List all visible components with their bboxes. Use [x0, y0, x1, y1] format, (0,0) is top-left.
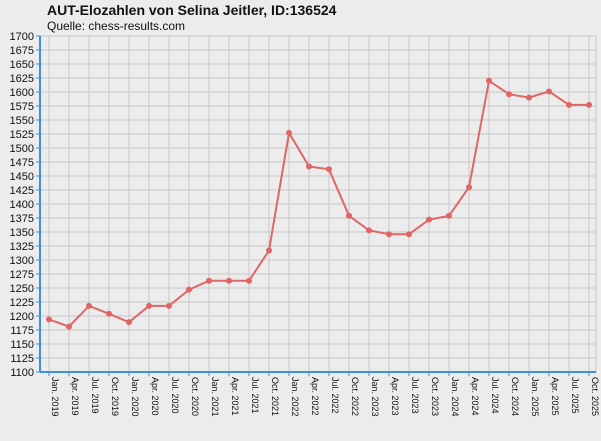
- x-axis: Jan. 2019 Apr. 2019 Jul. 2019 Oct. 2019 Jan.…: [40, 371, 600, 417]
- data-point: [86, 302, 92, 309]
- data-point: [106, 310, 112, 317]
- y-tick-label: 1225: [10, 297, 34, 309]
- y-tick-label: 1350: [10, 227, 34, 239]
- x-tick-label: Jan. 2019: [50, 377, 60, 417]
- data-point: [586, 101, 592, 108]
- y-tick-label: 1650: [10, 59, 34, 71]
- x-tick-label: Apr. 2022: [310, 377, 320, 416]
- data-point: [366, 227, 372, 234]
- y-tick-label: 1700: [10, 31, 34, 43]
- y-tick-label: 1250: [10, 283, 34, 295]
- data-point: [446, 212, 452, 219]
- y-tick-label: 1125: [10, 353, 34, 365]
- data-point: [406, 231, 412, 238]
- data-point: [346, 212, 352, 219]
- x-tick-label: Apr. 2024: [470, 377, 480, 416]
- y-tick-label: 1575: [10, 101, 34, 113]
- y-tick-label: 1275: [10, 269, 34, 281]
- data-point: [246, 277, 252, 284]
- y-tick-label: 1625: [10, 73, 34, 85]
- x-tick-label: Oct. 2021: [270, 377, 280, 416]
- x-tick-label: Oct. 2023: [430, 377, 440, 416]
- y-tick-label: 1450: [10, 171, 34, 183]
- x-tick-label: Oct. 2022: [350, 377, 360, 416]
- y-tick-label: 1200: [10, 311, 34, 323]
- y-tick-label: 1525: [10, 129, 34, 141]
- y-tick-label: 1175: [10, 325, 34, 337]
- data-point: [146, 302, 152, 309]
- data-point: [286, 129, 292, 136]
- x-tick-label: Jul. 2019: [90, 377, 100, 414]
- data-point: [326, 166, 332, 173]
- data-point: [386, 231, 392, 238]
- x-tick-label: Oct. 2024: [510, 377, 520, 416]
- data-point: [426, 216, 432, 223]
- x-tick-label: Jan. 2023: [370, 377, 380, 417]
- y-tick-label: 1500: [10, 143, 34, 155]
- y-tick-label: 1300: [10, 255, 34, 267]
- x-tick-label: Jul. 2020: [170, 377, 180, 414]
- data-point: [306, 163, 312, 170]
- x-tick-label: Jul. 2024: [490, 377, 500, 414]
- data-point: [126, 319, 132, 326]
- y-tick-label: 1475: [10, 157, 34, 169]
- x-tick-label: Jan. 2020: [130, 377, 140, 417]
- data-point: [566, 101, 572, 108]
- data-point: [186, 286, 192, 293]
- x-tick-label: Jan. 2022: [290, 377, 300, 417]
- data-point: [46, 316, 52, 323]
- x-tick-label: Oct. 2025: [590, 377, 600, 416]
- x-tick-label: Jul. 2022: [330, 377, 340, 414]
- data-point: [206, 277, 212, 284]
- x-tick-label: Apr. 2019: [70, 377, 80, 416]
- data-point: [266, 247, 272, 254]
- data-point: [66, 323, 72, 330]
- y-tick-label: 1100: [10, 367, 34, 379]
- data-point: [166, 302, 172, 309]
- x-tick-label: Jan. 2025: [530, 377, 540, 417]
- x-tick-label: Apr. 2023: [390, 377, 400, 416]
- data-point: [226, 277, 232, 284]
- x-tick-label: Jul. 2021: [250, 377, 260, 414]
- x-tick-label: Jul. 2023: [410, 377, 420, 414]
- grid: [40, 35, 597, 373]
- y-tick-label: 1425: [10, 185, 34, 197]
- data-point: [546, 88, 552, 95]
- x-tick-label: Apr. 2025: [550, 377, 560, 416]
- y-tick-label: 1150: [10, 339, 34, 351]
- y-tick-label: 1600: [10, 87, 34, 99]
- chart-subtitle: Quelle: chess-results.com: [47, 19, 186, 33]
- series-line: [48, 79, 589, 328]
- y-tick-label: 1400: [10, 199, 34, 211]
- y-tick-label: 1375: [10, 213, 34, 225]
- y-axis: 1100 1125 1150 1175 1200 1225 1250 1275 1300 1325…: [10, 31, 41, 379]
- x-tick-label: Jan. 2024: [450, 377, 460, 417]
- series-elo: [46, 77, 592, 330]
- x-tick-label: Oct. 2019: [110, 377, 120, 416]
- x-tick-label: Jan. 2021: [210, 377, 220, 417]
- x-tick-label: Apr. 2020: [150, 377, 160, 416]
- x-tick-label: Jul. 2025: [570, 377, 580, 414]
- data-point: [466, 184, 472, 191]
- y-tick-label: 1325: [10, 241, 34, 253]
- x-tick-label: Oct. 2020: [190, 377, 200, 416]
- y-tick-label: 1675: [10, 45, 34, 57]
- data-point: [486, 77, 492, 84]
- chart-title: AUT-Elozahlen von Selina Jeitler, ID:136…: [47, 2, 337, 18]
- data-point: [506, 91, 512, 98]
- x-tick-label: Apr. 2021: [230, 377, 240, 416]
- data-point: [526, 94, 532, 101]
- y-tick-label: 1550: [10, 115, 34, 127]
